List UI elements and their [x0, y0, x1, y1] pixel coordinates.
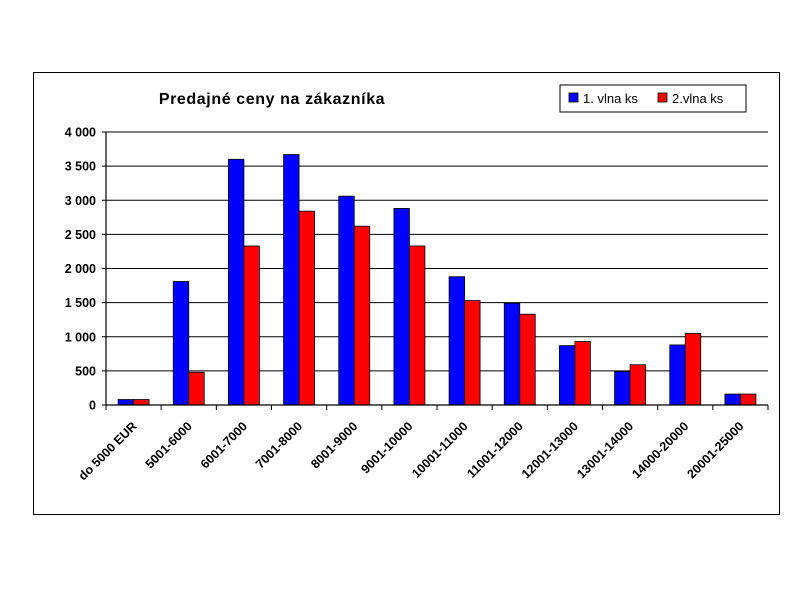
legend-swatch-series-1 [568, 92, 579, 103]
bar-series-1 [448, 276, 465, 406]
bar-series-1 [228, 158, 245, 406]
x-tick-label: 6001-7000 [198, 419, 250, 471]
y-tick-label: 500 [75, 364, 96, 378]
x-tick-label: 13001-14000 [574, 419, 636, 481]
bar-series-2 [574, 341, 591, 406]
y-tick-label: 0 [89, 399, 96, 413]
gridlines [102, 131, 768, 406]
y-tick-label: 1 500 [65, 296, 96, 310]
y-axis-tick-labels: 0 500 1 000 1 500 2 000 2 500 3 000 3 500 4 000 [65, 126, 96, 413]
y-tick-label: 1 000 [65, 330, 96, 344]
bar-series-2 [684, 332, 702, 406]
x-axis-tick-labels: do 5000 EUR 5001-6000 6001-7000 7001-8000 80… [76, 419, 747, 483]
x-tick-label: 12001-13000 [519, 419, 581, 481]
bar-series-1 [283, 154, 300, 406]
bar-chart: Predajné ceny na zákazníka 1. vlna ks 2.… [65, 84, 769, 483]
bar-series-1 [393, 208, 410, 406]
x-tick-label: 14000-20000 [629, 419, 691, 481]
bar-series-1 [559, 345, 576, 406]
axes [105, 132, 769, 410]
x-tick-label: 10001-11000 [409, 419, 471, 481]
x-tick-label: 11001-12000 [464, 419, 526, 481]
legend-swatch-series-2 [657, 92, 668, 103]
legend-label-series-2: 2.vlna ks [672, 91, 724, 106]
x-tick-label: 5001-6000 [143, 419, 195, 471]
bar-series-1 [117, 399, 134, 406]
bar-series-1 [503, 302, 521, 406]
bar-series-1 [669, 344, 686, 406]
legend-box [559, 84, 747, 113]
bar-series-1 [614, 371, 631, 406]
y-tick-label: 2 000 [65, 262, 96, 276]
x-tick-label: 8001-9000 [308, 419, 360, 471]
bar-series-2 [464, 300, 481, 406]
bars [117, 154, 757, 406]
bar-series-2 [133, 399, 150, 406]
bar-series-2 [188, 371, 205, 406]
bar-series-1 [338, 195, 355, 406]
y-tick-label: 3 000 [65, 194, 96, 208]
bar-series-2 [409, 245, 426, 406]
bar-series-2 [353, 225, 371, 406]
legend: 1. vlna ks 2.vlna ks [559, 84, 747, 113]
chart-title: Predajné ceny na zákazníka [159, 91, 385, 108]
bar-series-2 [243, 245, 260, 406]
y-tick-label: 4 000 [65, 126, 96, 140]
x-tick-label: do 5000 EUR [76, 419, 140, 483]
bar-series-1 [724, 393, 741, 406]
bar-series-2 [298, 210, 315, 406]
legend-label-series-1: 1. vlna ks [583, 91, 638, 106]
y-tick-label: 3 500 [65, 160, 96, 174]
x-tick-label: 20001-25000 [685, 419, 747, 481]
x-tick-label: 9001-10000 [358, 419, 415, 476]
y-tick-label: 2 500 [65, 228, 96, 242]
chart-frame: Predajné ceny na zákazníka 1. vlna ks 2.… [33, 72, 780, 515]
bar-series-2 [519, 313, 536, 406]
bar-series-1 [172, 281, 190, 406]
bar-series-2 [740, 393, 757, 406]
bar-series-2 [629, 364, 646, 406]
x-tick-label: 7001-8000 [253, 419, 305, 471]
